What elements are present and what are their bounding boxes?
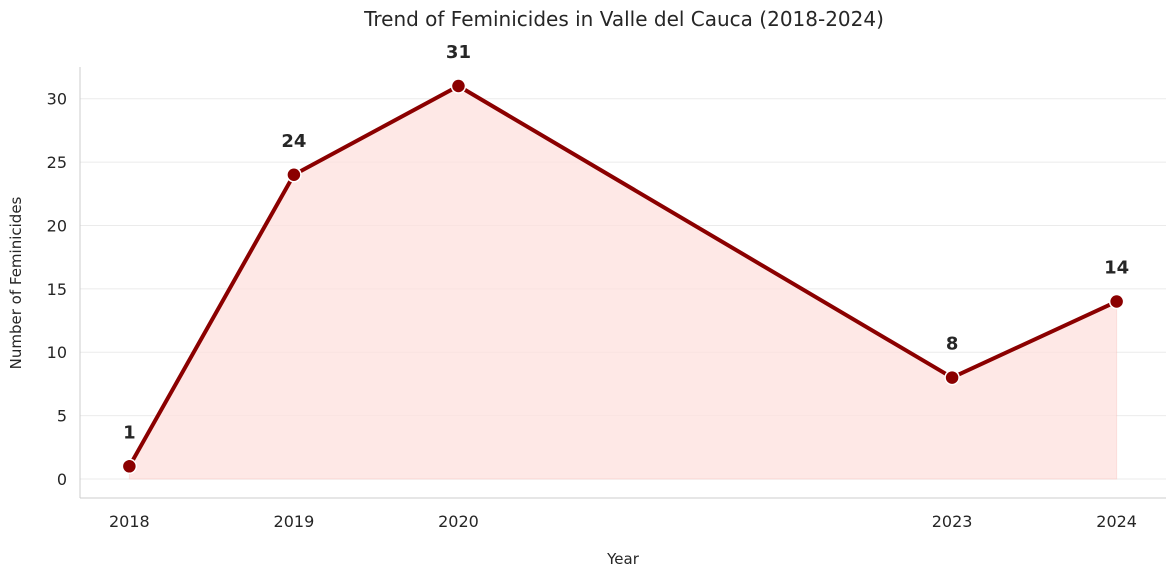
data-point	[286, 167, 302, 183]
y-tick-label: 5	[57, 407, 67, 426]
data-label: 1	[123, 422, 136, 443]
x-tick-label: 2020	[438, 512, 479, 531]
x-tick-label: 2019	[274, 512, 315, 531]
x-tick-label: 2023	[932, 512, 973, 531]
x-tick-label: 2024	[1096, 512, 1137, 531]
tick-labels: 0 5 10 15 20 25 30 2018 2019 2020 2023 2024	[47, 90, 1137, 531]
y-tick-label: 0	[57, 470, 67, 489]
y-tick-label: 20	[47, 216, 67, 235]
chart-title: Trend of Feminicides in Valle del Cauca …	[363, 7, 884, 31]
y-tick-label: 10	[47, 343, 67, 362]
y-tick-label: 25	[47, 153, 67, 172]
data-point	[121, 458, 138, 475]
data-point	[1108, 293, 1125, 310]
data-label: 24	[281, 131, 306, 152]
data-label: 31	[446, 42, 471, 63]
area-fill-shape	[128, 85, 1118, 480]
data-labels: 1 24 31 8 14	[123, 42, 1129, 443]
data-point	[944, 369, 960, 386]
data-points	[121, 78, 1125, 475]
y-tick-label: 15	[47, 280, 67, 299]
data-label: 14	[1104, 258, 1129, 279]
axes-spines	[79, 67, 1166, 499]
data-point	[450, 78, 467, 94]
data-label: 8	[946, 334, 959, 355]
y-tick-label: 30	[47, 90, 67, 109]
y-axis-label: Number of Feminicides	[7, 196, 25, 369]
x-axis-label: Year	[606, 550, 640, 568]
area-fill	[128, 85, 1118, 480]
x-tick-label: 2018	[109, 512, 150, 531]
